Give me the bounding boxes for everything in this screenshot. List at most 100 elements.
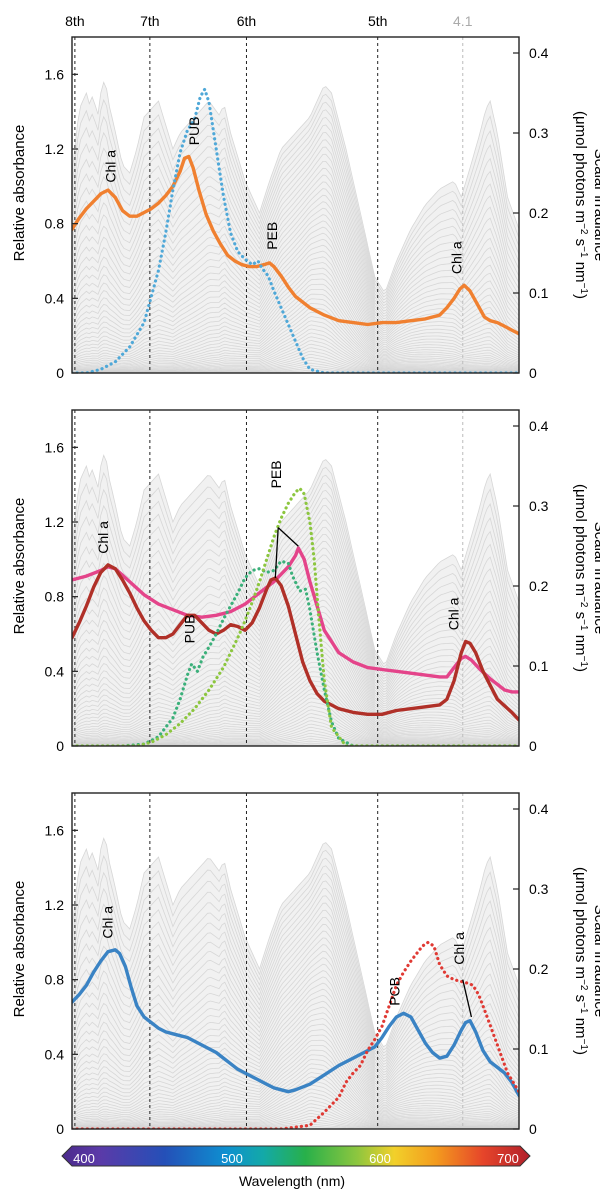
irradiance-curve <box>72 116 519 304</box>
right-tick-label: 0.2 <box>529 205 549 221</box>
left-axis-label: Relative absorbance <box>11 498 28 635</box>
irradiance-curve <box>72 273 519 361</box>
irradiance-curve <box>72 316 519 371</box>
left-tick-label: 0.4 <box>45 290 65 306</box>
irradiance-curve <box>72 497 519 679</box>
left-axis-label: Relative absorbance <box>11 881 28 1018</box>
right-axis-label-line1: Scalar irradiance <box>591 522 600 635</box>
irradiance-curve <box>72 1039 519 1120</box>
irradiance-curve <box>72 489 519 677</box>
right-axis-label-part: −2 <box>579 979 590 991</box>
irradiance-curve <box>72 1076 519 1127</box>
series-1-solid <box>72 546 519 694</box>
irradiance-curve <box>72 1092 519 1129</box>
irradiance-curve <box>72 675 519 742</box>
irradiance-curve <box>72 250 519 354</box>
irradiance-curve <box>72 684 519 743</box>
irradiance-curve <box>72 167 519 322</box>
irradiance-curve <box>72 656 519 737</box>
right-axis-label-part: s <box>572 607 589 619</box>
panel-1: 8th 7th 6th 5th 4.1 Chl a PUB PEB Chl a 0 0.4 0.8 1.… <box>11 13 600 381</box>
irradiance-curve <box>72 666 519 740</box>
right-axis-label-part: −1 <box>579 656 590 668</box>
pointer-line <box>274 527 279 579</box>
irradiance-curve <box>72 554 519 700</box>
irradiance-curve <box>72 131 519 309</box>
right-axis-label-part: nm <box>572 631 589 656</box>
left-tick-label: 0 <box>56 1121 64 1137</box>
irradiance-curve <box>72 109 519 301</box>
irradiance-curve <box>72 1000 519 1107</box>
irradiance-curve <box>72 1034 519 1119</box>
colorbar-label-600: 600 <box>369 1151 391 1166</box>
right-axis-label: Scalar irradiance(μmol photons m−2 s−1 n… <box>572 867 600 1055</box>
irradiance-curve <box>72 283 519 364</box>
irradiance-curve <box>72 320 519 371</box>
irradiance-curve <box>72 567 519 705</box>
irradiance-curve <box>72 324 519 372</box>
irradiance-curve <box>72 181 519 327</box>
right-axis-label-part: −1 <box>579 619 590 631</box>
series-1-solid <box>72 948 519 1098</box>
right-axis-label-part: (μmol photons m <box>572 867 589 979</box>
right-tick-label: 0.4 <box>529 801 549 817</box>
irradiance-envelope <box>72 82 519 373</box>
right-axis-label-part: s <box>572 234 589 246</box>
irradiance-curve <box>72 561 519 702</box>
irradiance-curve <box>72 220 519 340</box>
right-tick-label: 0.2 <box>529 578 549 594</box>
annotation-chl-a: Chl a <box>99 906 115 939</box>
annotation-chl-a: Chl a <box>448 241 464 274</box>
irradiance-curve <box>72 1084 519 1128</box>
irradiance-curve <box>72 640 519 733</box>
right-axis-label-part: −1 <box>579 283 590 295</box>
irradiance-curve <box>72 1023 519 1116</box>
irradiance-curve <box>72 593 519 713</box>
right-axis-label-line2: (μmol photons m−2 s−1 nm−1) <box>572 111 590 299</box>
irradiance-curve <box>72 837 519 1048</box>
irradiance-curve <box>72 1088 519 1129</box>
irradiance-curve <box>72 587 519 711</box>
right-axis-label-part: ) <box>572 667 589 672</box>
irradiance-curve <box>72 293 519 367</box>
irradiance-curve <box>72 201 519 334</box>
irradiance-curve <box>72 970 519 1094</box>
irradiance-curve <box>72 93 519 295</box>
series-2-dotted <box>72 940 519 1129</box>
panel-2: Chl a PUB PEB Chl a 0 0.4 0.8 1.2 1.6 0 0.1 0.2 0.3 0… <box>11 409 600 754</box>
irradiance-curve <box>72 1058 519 1125</box>
irradiance-curve <box>72 1018 519 1114</box>
irradiance-curve <box>72 526 519 690</box>
irradiance-curve <box>72 671 519 741</box>
left-tick-label: 0.4 <box>45 1046 65 1062</box>
series-2-solid <box>72 563 519 722</box>
left-tick-label: 1.6 <box>45 822 65 838</box>
irradiance-curve <box>72 680 519 742</box>
right-axis-label-part: (μmol photons m <box>572 111 589 223</box>
irradiance-curve <box>72 944 519 1085</box>
right-tick-label: 0.1 <box>529 658 549 674</box>
irradiance-curve <box>72 226 519 343</box>
irradiance-curve <box>72 1054 519 1124</box>
right-axis-label: Scalar irradiance(μmol photons m−2 s−1 n… <box>572 111 600 299</box>
plot-frame <box>71 36 520 374</box>
irradiance-curve <box>72 194 519 332</box>
irradiance-curve <box>72 81 519 292</box>
right-tick-label: 0 <box>529 365 537 381</box>
irradiance-curve <box>72 124 519 306</box>
left-tick-label: 1.2 <box>45 897 65 913</box>
irradiance-curve <box>72 988 519 1102</box>
irradiance-curve <box>72 512 519 685</box>
irradiance-curve <box>72 662 519 739</box>
right-tick-label: 0.1 <box>529 285 549 301</box>
right-tick-label: 0 <box>529 738 537 754</box>
irradiance-curve <box>72 923 519 1078</box>
right-axis-label-part: −1 <box>579 246 590 258</box>
order-label-7th: 7th <box>140 13 159 29</box>
plot-frame <box>71 792 520 1130</box>
irradiance-curve <box>72 267 519 360</box>
irradiance-curve <box>72 153 519 317</box>
irradiance-curve <box>72 930 519 1081</box>
annotation-chl-a: Chl a <box>445 597 461 630</box>
